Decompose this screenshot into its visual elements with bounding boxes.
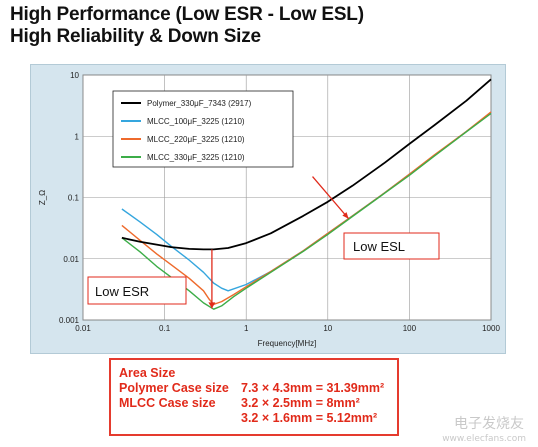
- y-tick-label: 10: [70, 71, 79, 80]
- series-line-2: [121, 111, 492, 306]
- mlcc-row: MLCC Case size 3.2 × 2.5mm = 8mm²: [119, 396, 397, 411]
- watermark-url: www.elecfans.com: [442, 434, 526, 444]
- x-tick-label: 10: [323, 324, 332, 333]
- mlcc-case-label: MLCC Case size: [119, 396, 216, 410]
- low-esl-box: [343, 232, 440, 260]
- legend-label: MLCC_220μF_3225 (1210): [147, 135, 245, 144]
- legend-label: Polymer_330μF_7343 (2917): [147, 99, 252, 108]
- legend-box: [112, 90, 294, 168]
- mlcc-case-value-2: 3.2 × 1.6mm = 5.12mm²: [241, 411, 378, 425]
- low-esl-label: Low ESL: [353, 239, 405, 254]
- polymer-case-label: Polymer Case size: [119, 381, 229, 395]
- impedance-chart-panel: 0.01 0.1 1 10 100 1000 10 1 0.1 0.01 0.001 Frequenc…: [30, 64, 506, 354]
- x-axis-label: Frequency[MHz]: [258, 339, 317, 348]
- legend-label: MLCC_100μF_3225 (1210): [147, 117, 245, 126]
- mlcc-case-value-1: 3.2 × 2.5mm = 8mm²: [241, 396, 360, 410]
- headline-performance: High Performance (Low ESR - Low ESL): [10, 4, 364, 25]
- low-esr-label: Low ESR: [95, 284, 149, 299]
- x-tick-label: 1000: [482, 324, 500, 333]
- x-tick-label: 0.01: [75, 324, 91, 333]
- low-esl-arrowhead: [342, 212, 349, 219]
- low-esl-arrow: [312, 176, 350, 220]
- area-size-title: Area Size: [119, 366, 176, 380]
- y-axis-label: Z_Ω: [38, 190, 47, 205]
- polymer-row: Polymer Case size 7.3 × 4.3mm = 31.39mm²: [119, 381, 397, 396]
- low-esr-arrowhead: [208, 302, 216, 309]
- impedance-chart: 0.01 0.1 1 10 100 10001010.10.010.001Frequenc…: [38, 71, 500, 348]
- low-esr-box: [87, 276, 187, 305]
- x-tick-label: 0.1: [159, 324, 171, 333]
- x-tick-label: 100: [403, 324, 417, 333]
- legend-label: MLCC_330μF_3225 (1210): [147, 153, 245, 162]
- headline-reliability: High Reliability & Down Size: [10, 26, 261, 47]
- y-tick-label: 0.01: [63, 255, 79, 264]
- y-tick-label: 0.001: [59, 316, 80, 325]
- x-tick-label: 1: [244, 324, 249, 333]
- y-tick-label: 1: [75, 132, 80, 141]
- series-line-0: [121, 78, 492, 251]
- watermark-logo: 电子发烧友: [454, 416, 524, 432]
- mlcc-row-2: 3.2 × 1.6mm = 5.12mm²: [119, 411, 397, 426]
- area-size-title-row: Area Size: [119, 366, 397, 381]
- area-size-box: Area Size Polymer Case size 7.3 × 4.3mm …: [109, 358, 399, 436]
- polymer-case-value: 7.3 × 4.3mm = 31.39mm²: [241, 381, 385, 395]
- y-tick-label: 0.1: [68, 194, 80, 203]
